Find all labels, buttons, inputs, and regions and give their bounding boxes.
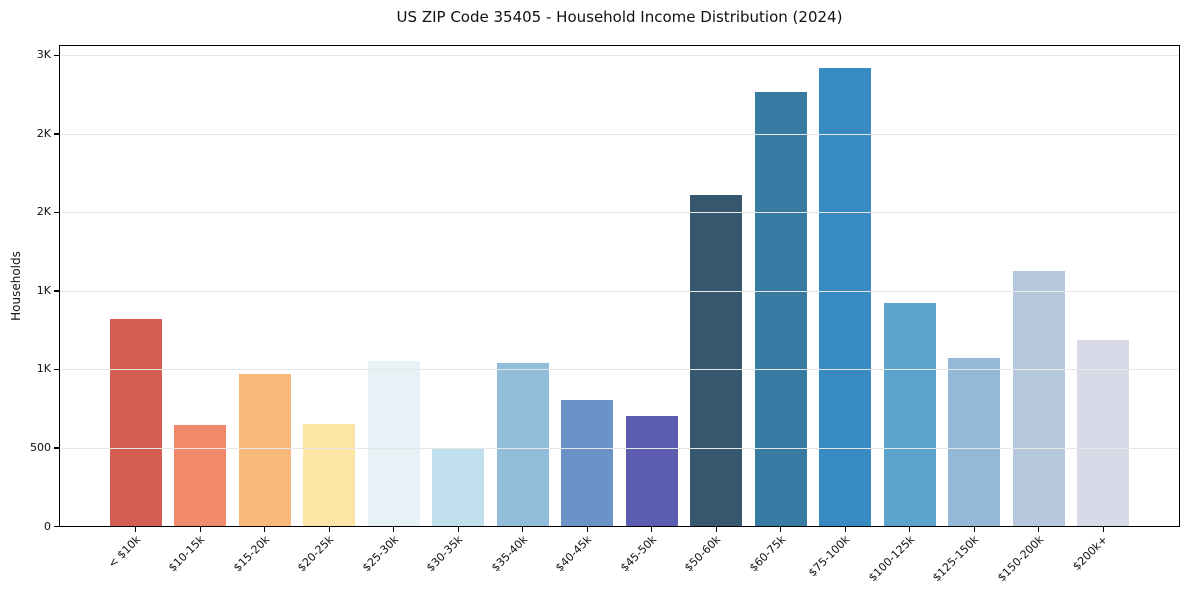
x-axis-tick — [780, 526, 782, 532]
y-axis-tick-label: 500 — [30, 440, 51, 454]
y-gridline — [60, 212, 1179, 214]
y-gridline — [60, 290, 1179, 292]
x-axis-tick — [651, 526, 653, 532]
y-gridline — [60, 447, 1179, 449]
x-axis-tick — [1038, 526, 1040, 532]
y-axis-tick — [54, 290, 59, 292]
x-axis-tick — [522, 526, 524, 532]
x-axis-tick — [199, 526, 201, 532]
y-axis-tick-label: 2K — [36, 126, 51, 140]
y-axis-tick — [54, 368, 59, 371]
y-axis-tick — [54, 211, 59, 214]
x-axis-tick — [973, 526, 975, 532]
income-bar — [367, 360, 420, 527]
y-axis-tick — [54, 133, 59, 135]
y-gridline — [60, 55, 1179, 57]
y-axis-tick-label: 1K — [36, 362, 51, 376]
income-bar — [174, 425, 227, 527]
y-axis-tick — [54, 447, 59, 449]
income-bar — [303, 423, 356, 527]
income-bar — [754, 92, 807, 527]
x-axis-tick — [1102, 526, 1104, 532]
plot-area — [59, 45, 1180, 527]
y-axis-tick — [54, 525, 59, 528]
x-axis-tick — [328, 526, 330, 532]
income-bar — [819, 67, 872, 527]
income-bar — [561, 400, 614, 527]
y-axis-tick-label: 2K — [36, 205, 51, 219]
x-axis-tick — [135, 526, 137, 532]
income-bar — [625, 415, 678, 527]
y-gridline — [60, 369, 1179, 371]
income-bar — [690, 195, 743, 527]
x-axis-tick — [264, 526, 266, 532]
y-axis-tick — [54, 54, 59, 57]
x-axis-tick — [457, 526, 459, 532]
x-axis-tick — [909, 526, 911, 532]
chart-title: US ZIP Code 35405 - Household Income Dis… — [396, 8, 843, 26]
x-axis-tick — [844, 526, 846, 532]
income-bar — [238, 374, 291, 527]
x-axis-tick — [393, 526, 395, 532]
income-bar — [432, 447, 485, 527]
x-axis-tick-label: < $10k — [105, 533, 143, 571]
y-axis-tick-label: 3K — [36, 48, 51, 62]
income-bar — [109, 319, 162, 527]
y-axis-tick-label: 1K — [36, 283, 51, 297]
income-bar — [1012, 270, 1065, 527]
x-axis-tick — [715, 526, 717, 532]
income-bar — [883, 302, 936, 527]
x-axis-tick — [586, 526, 588, 532]
y-gridline — [60, 133, 1179, 135]
y-axis-tick-label: 0 — [44, 519, 51, 533]
income-bar — [948, 357, 1001, 527]
income-bar — [496, 363, 549, 527]
income-bar — [1077, 340, 1130, 527]
